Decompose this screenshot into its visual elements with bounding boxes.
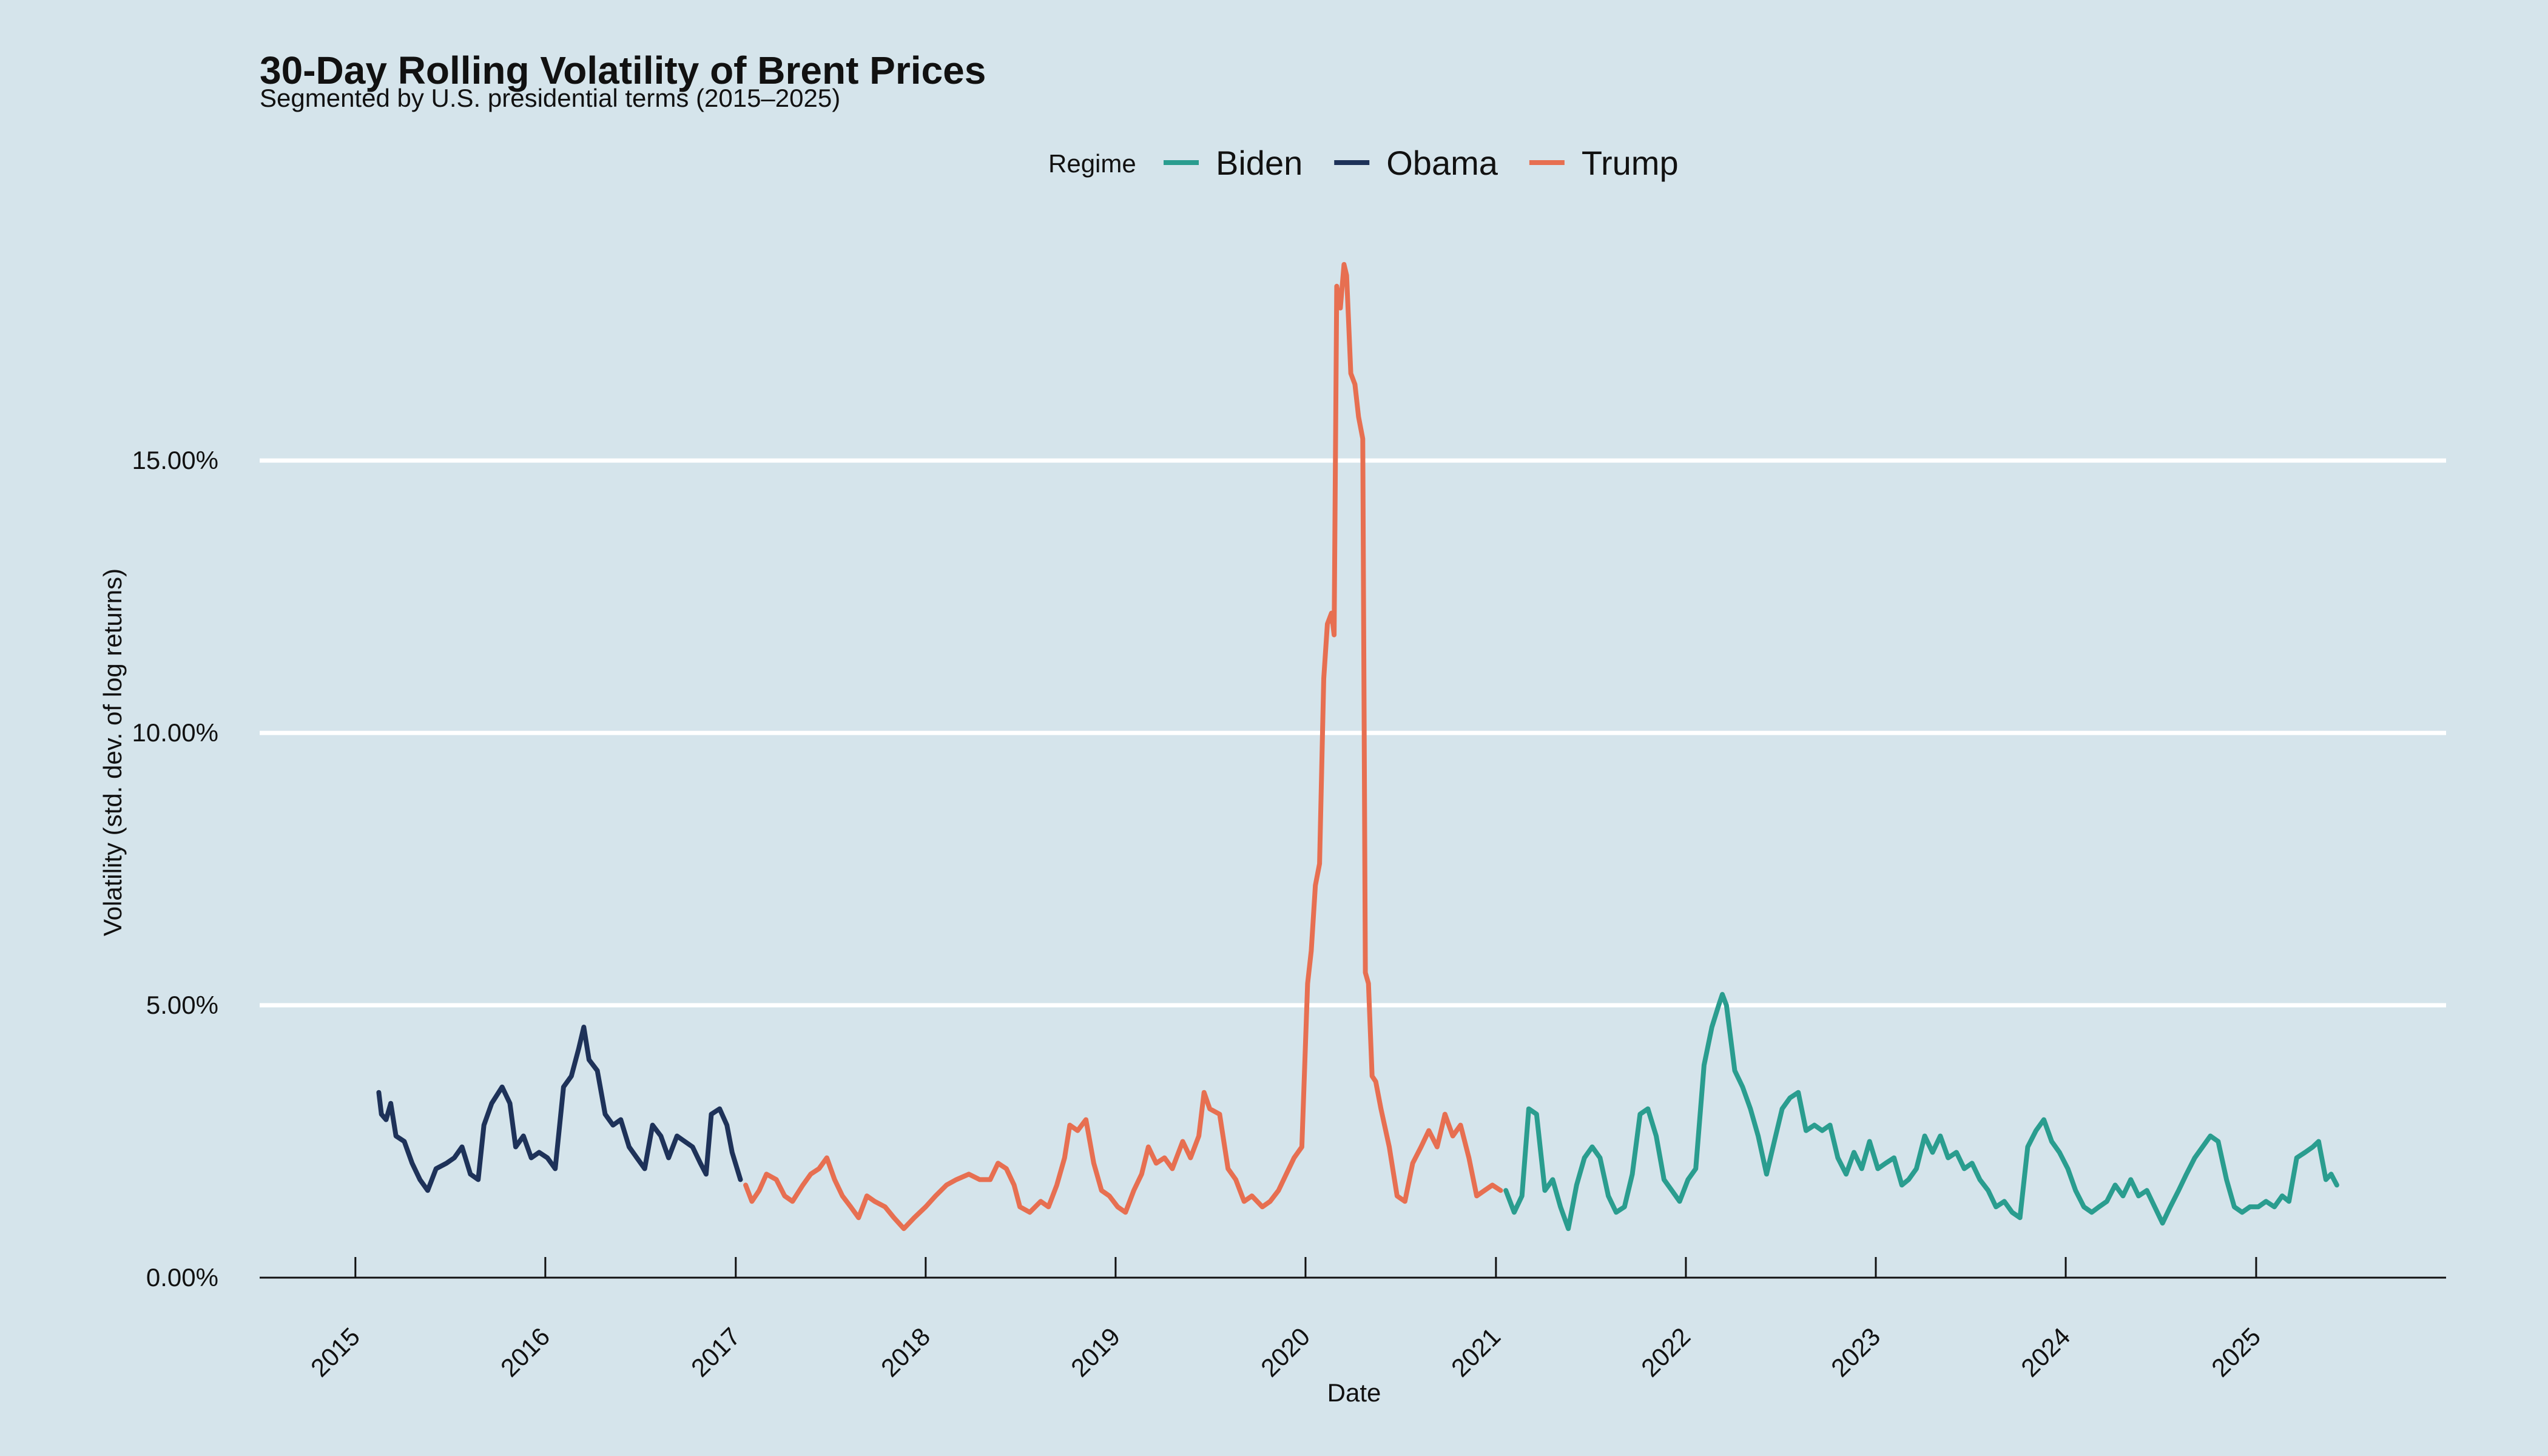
legend-label-trump: Trump (1582, 144, 1679, 182)
series-line-obama (376, 1025, 743, 1193)
x-tick-label: 2020 (1255, 1322, 1315, 1382)
series-line-biden (1503, 992, 2339, 1232)
chart-title: 30-Day Rolling Volatility of Brent Price… (260, 49, 986, 92)
x-tick-label: 2022 (1636, 1322, 1696, 1382)
x-axis: 2015 2016 2017 2018 2019 2020 2021 2022 2023 2024… (260, 1257, 2446, 1382)
x-tick-label: 2016 (495, 1322, 555, 1382)
x-tick-label: 2015 (305, 1322, 365, 1382)
x-tick-label: 2024 (2015, 1322, 2075, 1382)
series-lines (376, 261, 2339, 1232)
legend-title: Regime (1048, 149, 1136, 178)
legend-entries: Biden Obama Trump (1164, 144, 1679, 182)
x-tick-label: 2023 (1825, 1322, 1886, 1382)
y-tick-label: 10.00% (132, 718, 218, 747)
y-tick-label: 0.00% (146, 1263, 218, 1292)
x-axis-label: Date (1327, 1378, 1381, 1407)
chart-subtitle: Segmented by U.S. presidential terms (20… (260, 84, 840, 112)
x-tick-label: 2018 (875, 1322, 935, 1382)
y-tick-label: 5.00% (146, 991, 218, 1019)
x-tick-label: 2017 (686, 1322, 746, 1382)
x-tick-label: 2025 (2206, 1322, 2266, 1382)
legend-label-obama: Obama (1386, 144, 1498, 182)
y-tick-label: 15.00% (132, 446, 218, 474)
x-tick-label: 2021 (1446, 1322, 1506, 1382)
legend: Regime Biden Obama Trump (1048, 144, 1679, 182)
y-axis: 0.00% 5.00% 10.00% 15.00% (132, 446, 218, 1292)
grid (260, 458, 2446, 1008)
x-tick-label: 2019 (1065, 1322, 1125, 1382)
series-line-trump (743, 261, 1503, 1232)
y-axis-label: Volatility (std. dev. of log returns) (98, 568, 127, 936)
legend-label-biden: Biden (1216, 144, 1303, 182)
